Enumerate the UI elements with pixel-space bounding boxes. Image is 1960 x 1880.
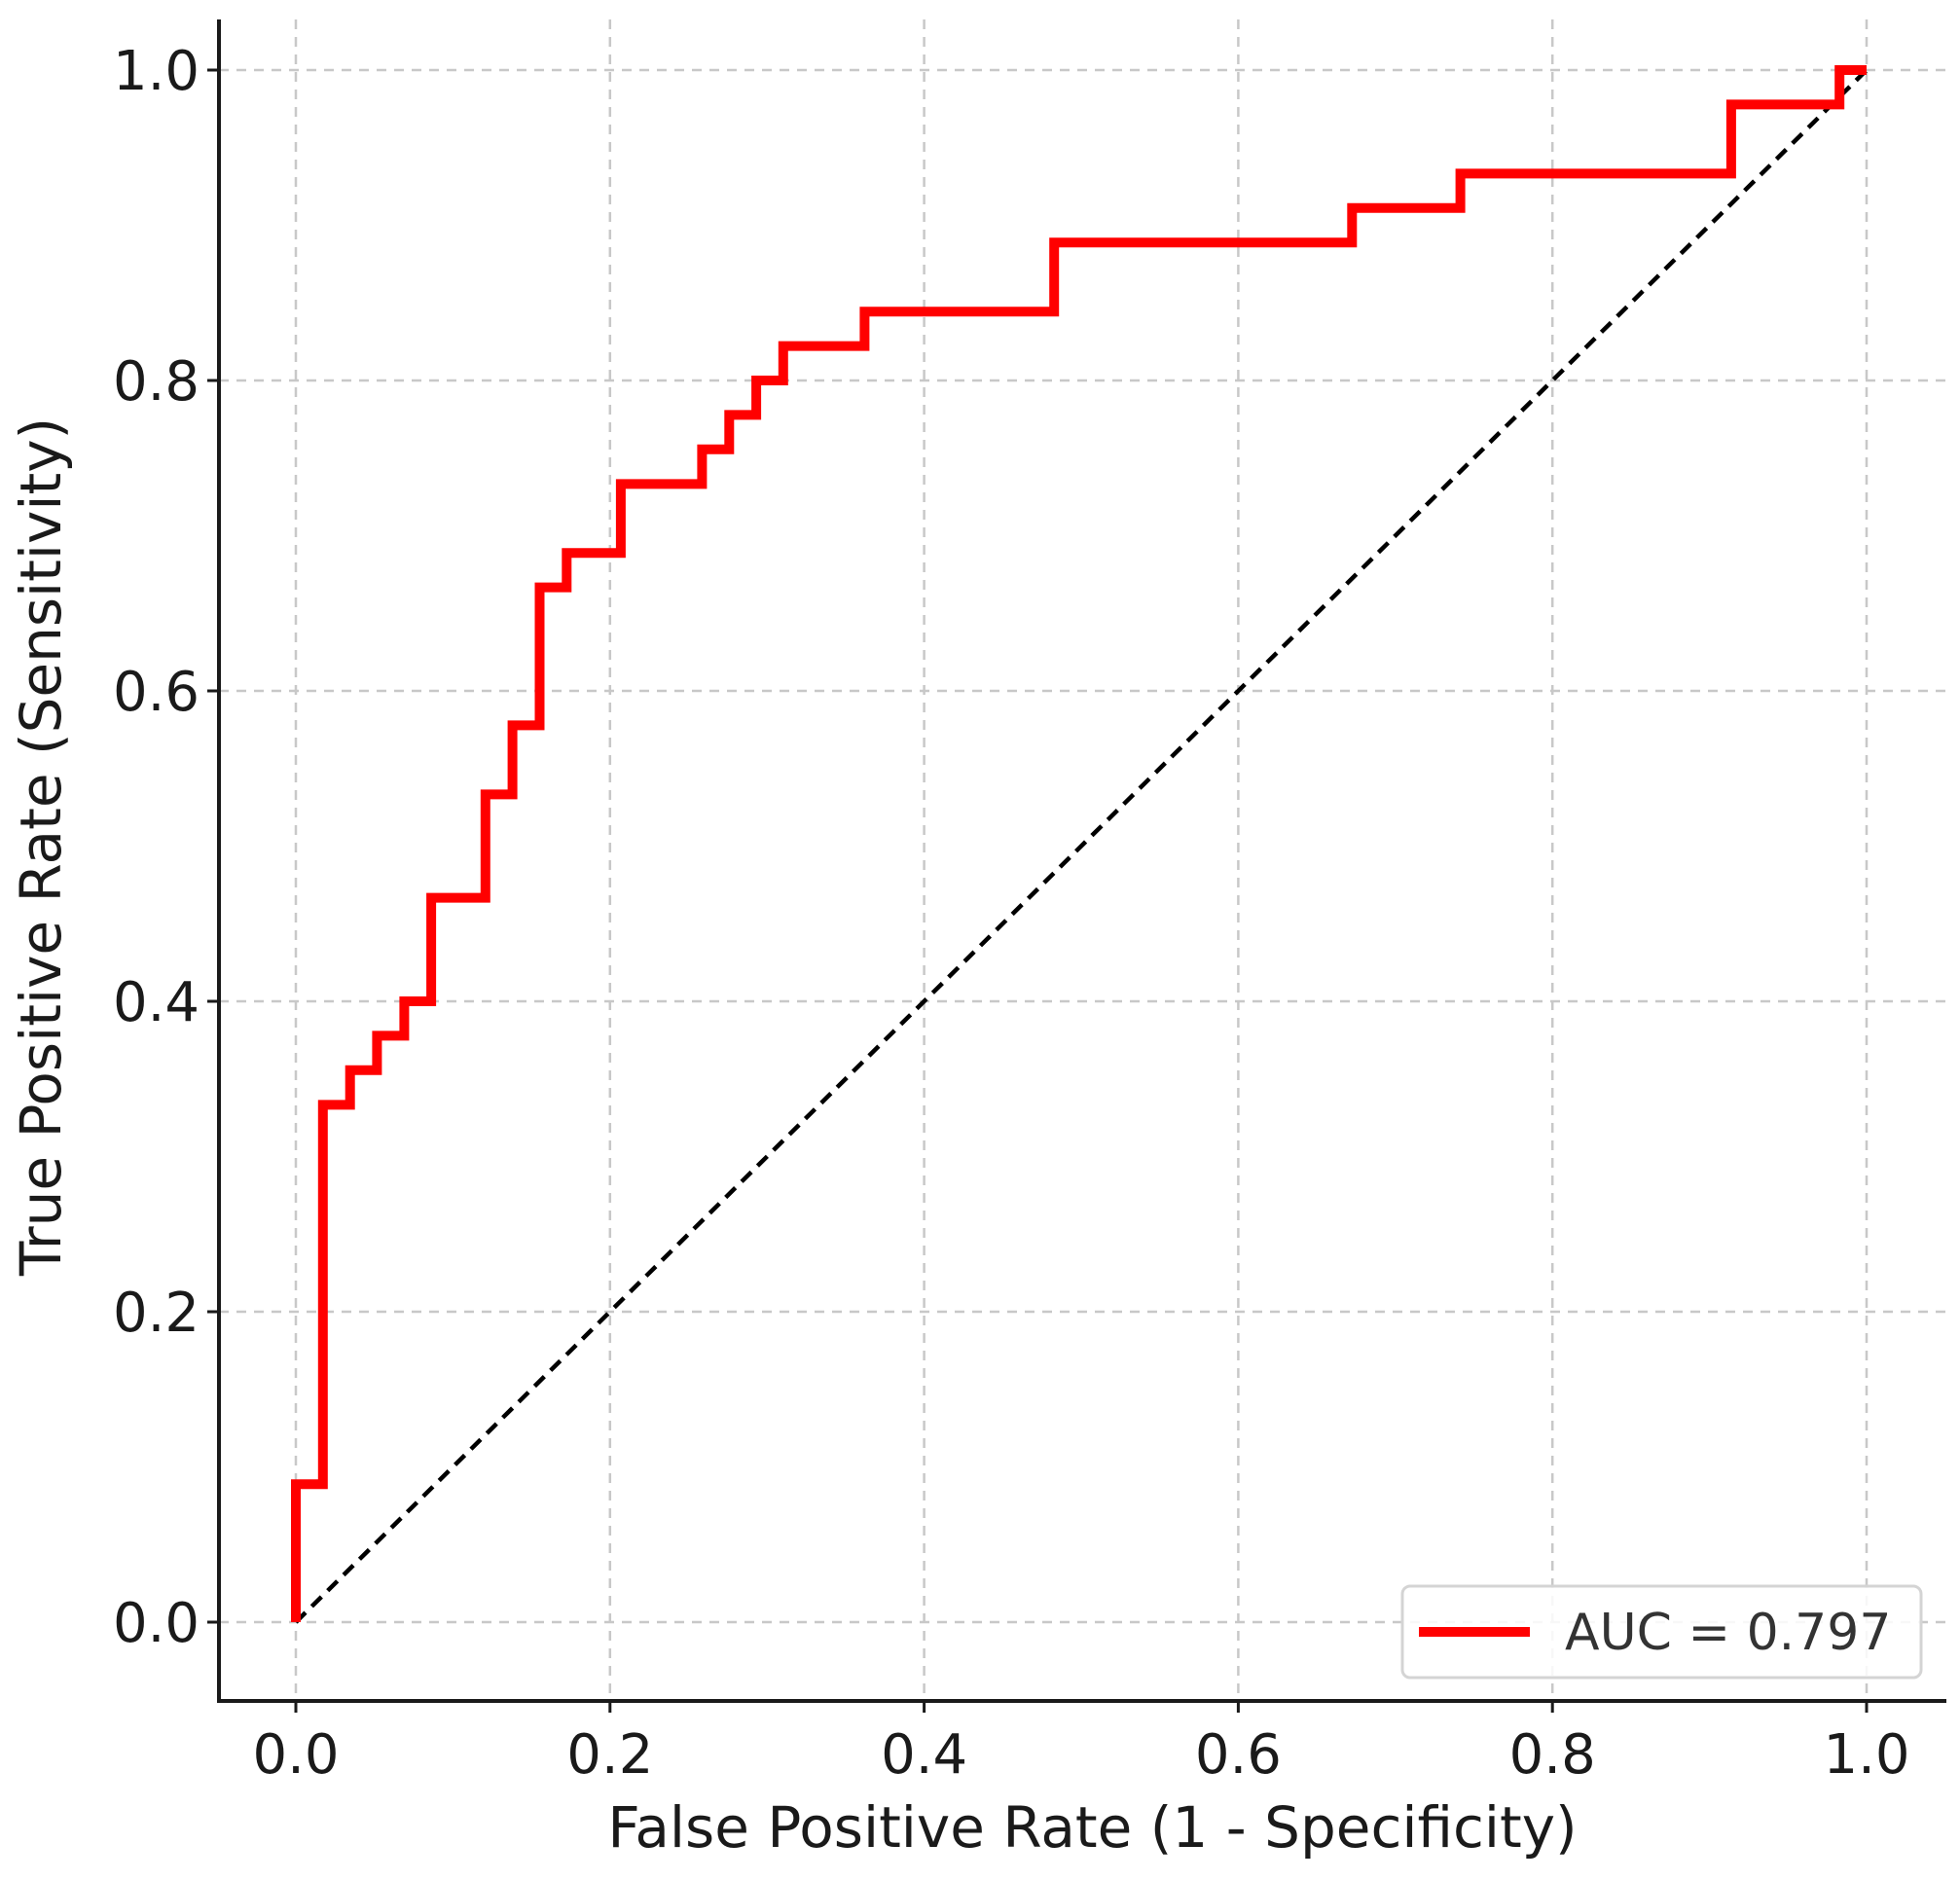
y-tick-label: 0.2 <box>113 1282 200 1345</box>
y-tick-label: 0.6 <box>113 661 200 724</box>
legend-label-auc: AUC = 0.797 <box>1565 1604 1891 1662</box>
axes <box>217 19 1946 1703</box>
y-axis-label: True Positive Rate (Sensitivity) <box>8 417 74 1277</box>
grid-lines <box>219 19 1946 1701</box>
x-tick-label: 0.8 <box>1509 1723 1596 1787</box>
roc-curve-line <box>291 65 1867 1622</box>
legend-box <box>1400 1584 1923 1680</box>
series-layer <box>291 65 1869 1624</box>
x-axis-label: False Positive Rate (1 - Specificity) <box>607 1794 1577 1861</box>
y-tick-label: 0.8 <box>113 350 200 414</box>
y-tick-label: 0.0 <box>113 1592 200 1655</box>
x-tick-label: 0.4 <box>881 1723 967 1787</box>
x-tick-label: 0.6 <box>1195 1723 1282 1787</box>
chance-diagonal-line <box>294 68 1869 1624</box>
y-tick-label: 0.4 <box>113 971 200 1034</box>
legend: AUC = 0.797 <box>1400 1584 1923 1680</box>
x-tick-label: 1.0 <box>1823 1723 1909 1787</box>
x-tick-label: 0.2 <box>566 1723 653 1787</box>
x-tick-label: 0.0 <box>252 1723 339 1787</box>
tick-layer: 0.0 0.2 0.4 0.6 0.8 1.0 0.0 0.2 0.4 0.6 0.8 1.0 <box>113 40 1910 1787</box>
y-tick-label: 1.0 <box>113 40 200 103</box>
